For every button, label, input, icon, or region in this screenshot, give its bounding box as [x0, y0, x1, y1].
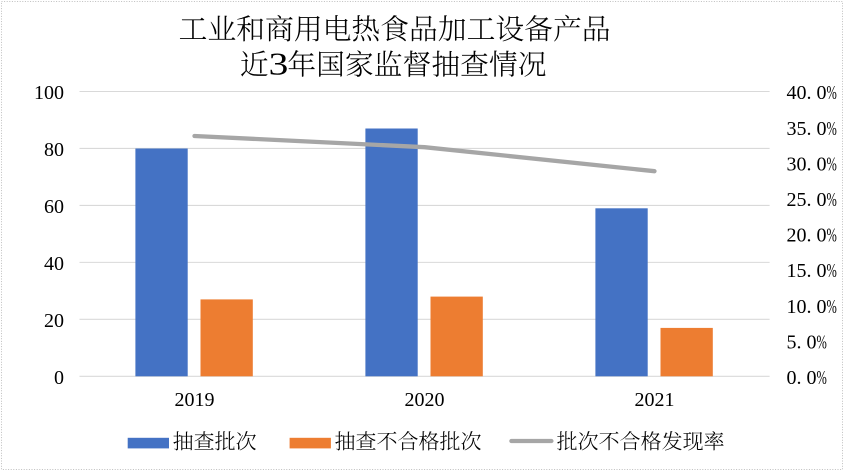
svg-text:60: 60 [44, 196, 64, 218]
svg-text:%: % [827, 117, 837, 140]
svg-text:100: 100 [34, 82, 64, 104]
svg-text:%: % [827, 259, 837, 282]
svg-text:25.: 25. [787, 189, 812, 211]
svg-text:2019: 2019 [175, 389, 215, 411]
svg-text:0: 0 [817, 189, 827, 211]
svg-text:40.: 40. [787, 82, 812, 104]
svg-text:0: 0 [807, 331, 817, 353]
svg-text:%: % [827, 224, 837, 247]
svg-text:%: % [817, 330, 827, 353]
svg-text:%: % [817, 366, 827, 389]
svg-text:40: 40 [44, 253, 64, 275]
svg-text:30.: 30. [787, 153, 812, 175]
svg-text:20: 20 [44, 310, 64, 332]
svg-text:35.: 35. [787, 118, 812, 140]
svg-text:0: 0 [817, 153, 827, 175]
svg-text:5.: 5. [787, 331, 802, 353]
svg-text:0.: 0. [787, 367, 802, 389]
svg-text:0: 0 [817, 260, 827, 282]
svg-text:0: 0 [817, 118, 827, 140]
svg-text:%: % [827, 152, 837, 175]
svg-text:2020: 2020 [405, 389, 445, 411]
svg-text:%: % [827, 188, 837, 211]
svg-text:0: 0 [807, 367, 817, 389]
svg-text:80: 80 [44, 139, 64, 161]
svg-text:20.: 20. [787, 225, 812, 247]
svg-text:3: 3 [269, 46, 289, 81]
svg-text:10.: 10. [787, 296, 812, 318]
svg-text:0: 0 [817, 296, 827, 318]
svg-text:%: % [827, 295, 837, 318]
svg-text:15.: 15. [787, 260, 812, 282]
svg-text:0: 0 [817, 225, 827, 247]
svg-text:0: 0 [54, 367, 64, 389]
svg-text:0: 0 [817, 82, 827, 104]
svg-text:2021: 2021 [635, 389, 675, 411]
svg-text:%: % [827, 81, 837, 104]
